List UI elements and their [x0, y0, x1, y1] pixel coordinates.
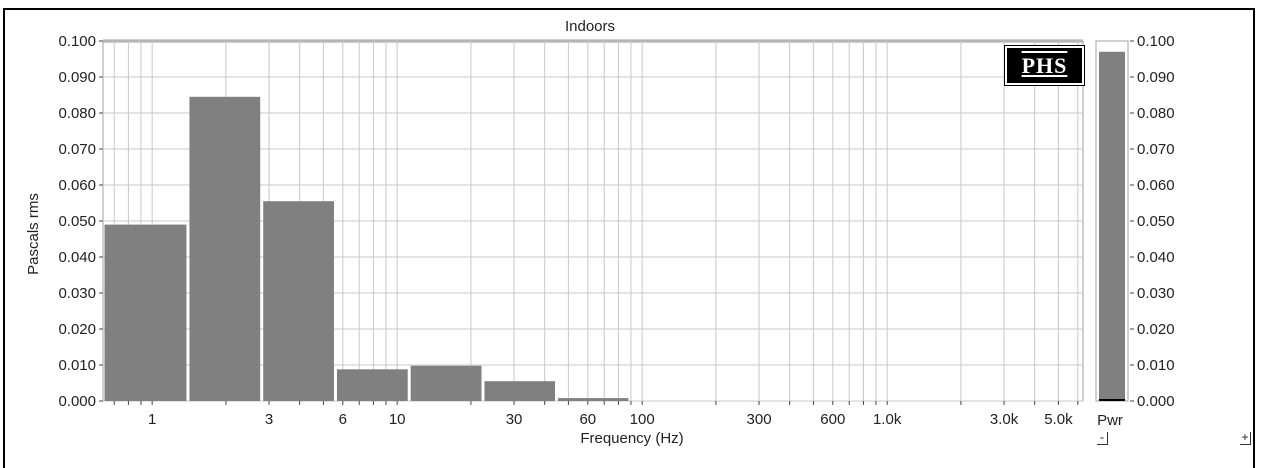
x-tick-label: 3.0k: [990, 411, 1019, 428]
y-tick-label: 0.000: [58, 393, 96, 410]
x-tick-label: 100: [630, 411, 655, 428]
x-tick-label: 30: [506, 411, 523, 428]
power-tick-label: 0.000: [1137, 393, 1175, 410]
power-bar-fill: [1099, 51, 1125, 402]
bar-4: [410, 365, 482, 401]
y-tick-label: 0.080: [58, 105, 96, 122]
y-tick-label: 0.070: [58, 141, 96, 158]
power-tick-label: 0.020: [1137, 321, 1175, 338]
x-tick-label: 1.0k: [873, 411, 902, 428]
power-tick-label: 0.050: [1137, 213, 1175, 230]
power-tick-label: 0.030: [1137, 285, 1175, 302]
bar-6: [557, 398, 629, 401]
bar-1: [189, 96, 261, 402]
x-axis-label: Frequency (Hz): [580, 430, 683, 447]
y-tick-label: 0.030: [58, 285, 96, 302]
x-tick-label: 3: [265, 411, 273, 428]
power-tick-label: 0.080: [1137, 105, 1175, 122]
x-tick-label: 300: [747, 411, 772, 428]
y-tick-label: 0.050: [58, 213, 96, 230]
phs-logo-text: PHS: [1021, 53, 1068, 78]
y-tick-label: 0.010: [58, 357, 96, 374]
x-tick-label: 6: [339, 411, 347, 428]
x-tick-label: 5.0k: [1044, 411, 1073, 428]
power-tick-label: 0.070: [1137, 141, 1175, 158]
power-tick-label: 0.010: [1137, 357, 1175, 374]
phs-logo: PHS: [1005, 46, 1084, 85]
bar-3: [336, 369, 408, 401]
y-tick-label: 0.040: [58, 249, 96, 266]
x-tick-label: 600: [820, 411, 845, 428]
zoom-out-button[interactable]: -: [1097, 432, 1108, 445]
y-tick-label: 0.060: [58, 177, 96, 194]
bar-5: [484, 381, 555, 401]
power-tick-label: 0.090: [1137, 69, 1175, 86]
power-tick-label: 0.040: [1137, 249, 1175, 266]
y-tick-label: 0.100: [58, 33, 96, 50]
chart-canvas: 0.000 0.010 0.020 0.030 0.040 0.050 0.060 0.070…: [25, 18, 1175, 447]
chart-title: Indoors: [565, 18, 615, 35]
x-tick-label: 60: [579, 411, 596, 428]
y-tick-label: 0.020: [58, 321, 96, 338]
x-tick-label: 1: [148, 411, 156, 428]
zoom-in-button[interactable]: +: [1240, 432, 1251, 445]
bar-2: [263, 201, 334, 401]
power-tick-label: 0.100: [1137, 33, 1175, 50]
power-bar-label: Pwr: [1097, 412, 1123, 429]
y-axis-label: Pascals rms: [25, 193, 42, 275]
power-tick-label: 0.060: [1137, 177, 1175, 194]
bar-0: [104, 224, 187, 401]
chart-frame: [3, 8, 1255, 468]
x-tick-label: 10: [389, 411, 406, 428]
y-tick-label: 0.090: [58, 69, 96, 86]
